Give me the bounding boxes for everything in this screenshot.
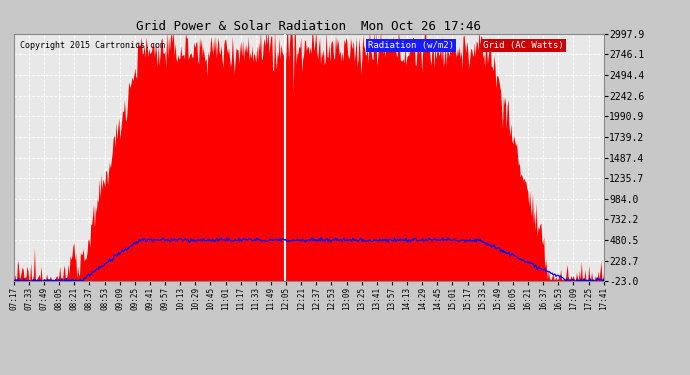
Title: Grid Power & Solar Radiation  Mon Oct 26 17:46: Grid Power & Solar Radiation Mon Oct 26 … [137, 20, 482, 33]
Text: Radiation (w/m2): Radiation (w/m2) [368, 41, 454, 50]
Text: Grid (AC Watts): Grid (AC Watts) [483, 41, 564, 50]
Text: Copyright 2015 Cartronics.com: Copyright 2015 Cartronics.com [20, 41, 165, 50]
